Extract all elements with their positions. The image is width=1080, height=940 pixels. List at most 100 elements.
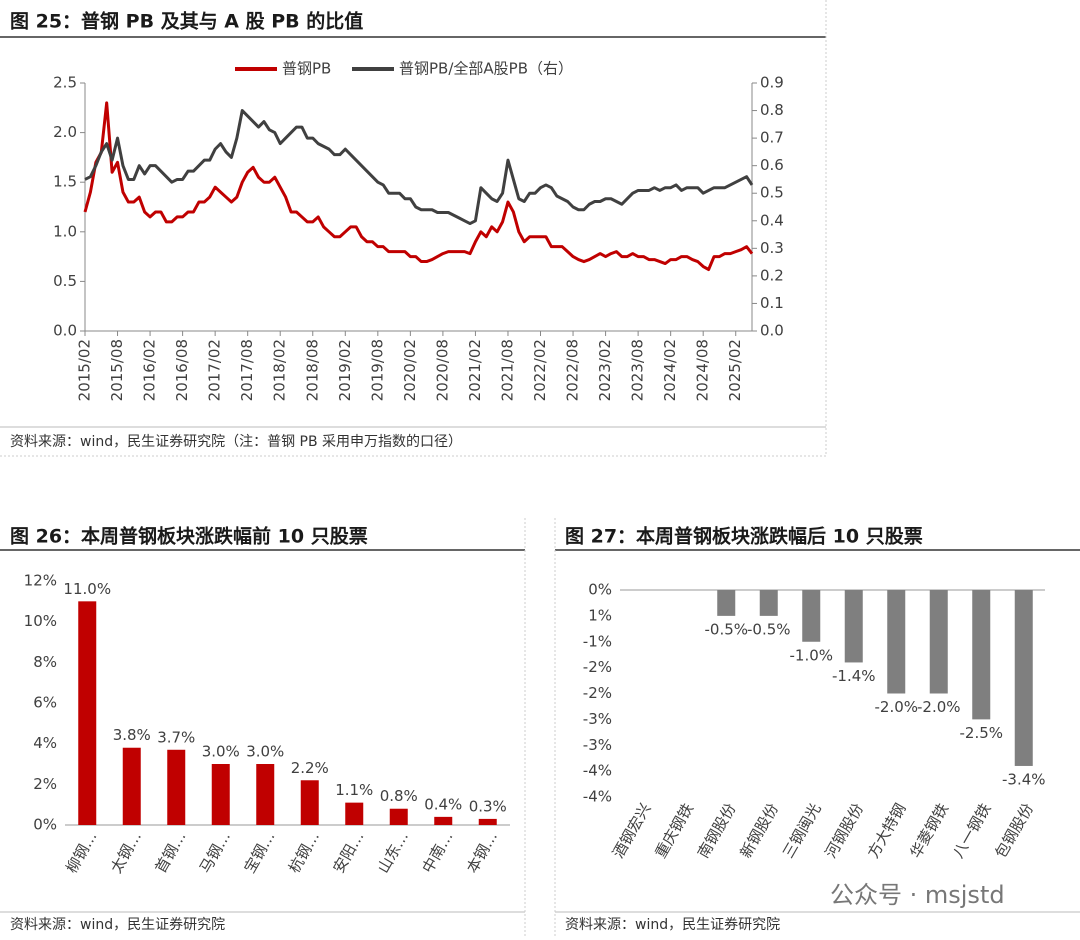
data-label: -3.4%: [1002, 770, 1046, 788]
data-label: 3.0%: [202, 743, 240, 761]
data-label: 11.0%: [63, 580, 111, 598]
x-tick-label: 酒钢宏兴: [609, 800, 655, 861]
y-tick-label: -1%: [583, 632, 612, 650]
data-label: 0.8%: [380, 787, 418, 805]
data-label: -2.0%: [917, 698, 961, 716]
bar: [167, 749, 186, 825]
x-tick-label: 河钢股份: [822, 800, 868, 861]
data-label: 3.8%: [113, 726, 151, 744]
source-note: 资料来源：wind，民生证券研究院: [10, 917, 225, 933]
x-tick-label: 2024/02: [661, 339, 679, 401]
chart-title: 图 27：本周普钢板块涨跌幅后 10 只股票: [565, 525, 923, 548]
x-tick-label: 2016/08: [173, 339, 191, 401]
x-tick-label: 马钢…: [196, 828, 234, 876]
source-note: 资料来源：wind，民生证券研究院（注：普钢 PB 采用申万指数的口径）: [10, 434, 462, 450]
line-series: [83, 101, 754, 271]
y-tick-label: 12%: [24, 572, 57, 590]
x-tick-label: 2024/08: [694, 339, 712, 401]
y-tick-label: 2%: [33, 775, 57, 793]
data-label: 0.3%: [469, 797, 507, 815]
x-tick-label: 本钢…: [463, 828, 501, 876]
x-tick-label: 三钢闽光: [779, 800, 825, 861]
x-tick-label: 2020/08: [433, 339, 451, 401]
y-tick-label: -2%: [583, 684, 612, 702]
x-tick-label: 首钢…: [152, 828, 190, 876]
y-tick-label: 0.2: [760, 266, 784, 284]
data-label: 1.1%: [335, 781, 373, 799]
y-tick-label: 2.5: [53, 74, 77, 92]
y-tick-label: 4%: [33, 734, 57, 752]
chart-title: 图 26：本周普钢板块涨跌幅前 10 只股票: [10, 525, 368, 548]
y-tick-label: 0.0: [760, 322, 784, 340]
watermark: 公众号 · msjstd: [830, 881, 1005, 909]
y-tick-label: 0.8: [760, 101, 784, 119]
x-tick-label: 2023/08: [629, 339, 647, 401]
bar: [759, 590, 778, 616]
x-tick-label: 2023/02: [596, 339, 614, 401]
bar: [478, 818, 497, 825]
y-tick-label: 8%: [33, 653, 57, 671]
y-tick-label: 0.5: [760, 184, 784, 202]
bar: [972, 590, 991, 720]
legend-label: 普钢PB: [282, 60, 331, 78]
y-tick-label: 0%: [588, 581, 612, 599]
chart-title: 图 25：普钢 PB 及其与 A 股 PB 的比值: [10, 10, 363, 33]
y-tick-label: 0.5: [53, 272, 77, 290]
x-tick-label: 2018/02: [271, 339, 289, 401]
y-tick-label: 0.4: [760, 211, 784, 229]
x-tick-label: 2022/02: [531, 339, 549, 401]
y-tick-label: 0.3: [760, 239, 784, 257]
x-tick-label: 2022/08: [564, 339, 582, 401]
x-tick-label: 2015/08: [108, 339, 126, 401]
x-tick-label: 杭钢…: [285, 828, 323, 876]
x-tick-label: 2016/02: [141, 339, 159, 401]
x-tick-label: 2020/02: [401, 339, 419, 401]
y-tick-label: 1.5: [53, 173, 77, 191]
data-label: -2.0%: [874, 698, 918, 716]
y-tick-label: -3%: [583, 710, 612, 728]
x-tick-label: 包钢股份: [992, 800, 1038, 861]
x-tick-label: 安阳…: [330, 828, 368, 876]
bar: [434, 816, 453, 825]
x-tick-label: 柳钢…: [63, 828, 101, 876]
bar: [717, 590, 736, 616]
bar: [1014, 590, 1033, 766]
y-tick-label: -2%: [583, 658, 612, 676]
x-tick-label: 2018/08: [303, 339, 321, 401]
x-tick-label: 南钢股份: [694, 800, 740, 861]
x-tick-label: 中南…: [419, 828, 457, 876]
bar: [844, 590, 863, 663]
line-series: [84, 109, 754, 226]
x-tick-label: 新钢股份: [737, 800, 783, 861]
y-tick-label: 0.9: [760, 74, 784, 92]
x-tick-label: 2021/02: [466, 339, 484, 401]
bar: [78, 601, 97, 825]
y-tick-label: 6%: [33, 694, 57, 712]
x-tick-label: 2021/08: [498, 339, 516, 401]
y-tick-label: 0%: [33, 816, 57, 834]
legend-label: 普钢PB/全部A股PB（右）: [399, 60, 573, 78]
y-tick-label: 10%: [24, 612, 57, 630]
data-label: 2.2%: [291, 759, 329, 777]
source-note: 资料来源：wind，民生证券研究院: [565, 917, 780, 933]
data-label: -1.0%: [789, 646, 833, 664]
x-tick-label: 方大特钢: [864, 800, 910, 861]
y-tick-label: -4%: [583, 762, 612, 780]
data-label: 3.7%: [157, 728, 195, 746]
y-tick-label: 0.6: [760, 156, 784, 174]
y-tick-label: 0.1: [760, 294, 784, 312]
data-label: 0.4%: [424, 795, 462, 813]
data-label: -2.5%: [959, 724, 1003, 742]
bar: [300, 780, 319, 825]
data-label: -1.4%: [832, 667, 876, 685]
y-tick-label: -3%: [583, 736, 612, 754]
x-tick-label: 2019/02: [336, 339, 354, 401]
y-tick-label: 0.7: [760, 129, 784, 147]
x-tick-label: 山东…: [374, 828, 412, 876]
y-tick-label: 0.0: [53, 322, 77, 340]
bar: [929, 590, 948, 694]
x-tick-label: 八一钢铁: [949, 800, 995, 861]
x-tick-label: 华菱钢铁: [907, 800, 953, 861]
